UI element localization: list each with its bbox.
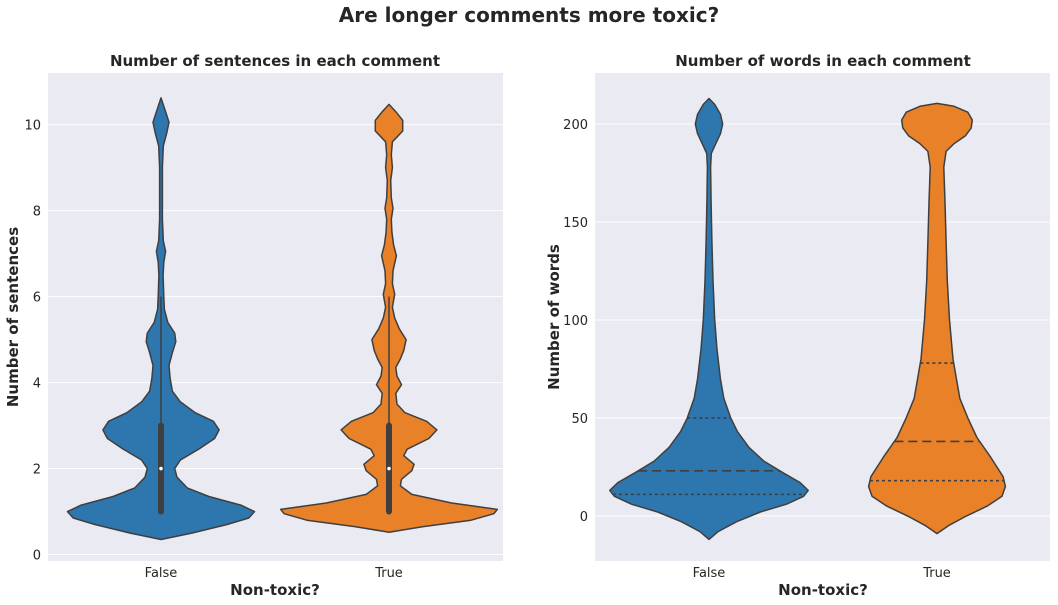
words-violin-true xyxy=(867,102,1007,535)
sentences-violins xyxy=(66,97,499,541)
sentences-y-tick-label: 8 xyxy=(33,205,41,220)
words-violin-false xyxy=(609,97,809,541)
words-x-ticks: False True xyxy=(693,566,951,581)
words-y-tick-label: 50 xyxy=(571,412,588,427)
sentences-y-tick-label: 2 xyxy=(33,463,41,478)
sentences-y-tick-label: 10 xyxy=(24,119,41,134)
words-y-axis-label: Number of words xyxy=(545,244,563,390)
words-y-ticks: 0 50 100 150 200 xyxy=(563,118,588,525)
words-violins xyxy=(609,97,1007,541)
sentences-y-tick-label: 6 xyxy=(33,291,41,306)
words-x-axis-label: Non-toxic? xyxy=(778,581,868,599)
sentences-x-tick-label: True xyxy=(374,566,403,581)
words-panel-title: Number of words in each comment xyxy=(675,52,971,70)
sentences-median-dot-false xyxy=(159,466,163,471)
sentences-plot-area xyxy=(48,73,503,561)
sentences-panel: Number of sentences in each comment 0 2 4 6… xyxy=(4,52,503,599)
words-x-tick-label: False xyxy=(693,566,726,581)
sentences-median-dot-true xyxy=(387,466,391,471)
sentences-y-axis-label: Number of sentences xyxy=(4,227,22,407)
words-x-tick-label: True xyxy=(922,566,951,581)
words-gridlines xyxy=(595,123,1050,517)
words-y-tick-label: 200 xyxy=(563,118,588,133)
sentences-gridlines xyxy=(48,124,503,556)
sentences-y-ticks: 0 2 4 6 8 10 xyxy=(24,119,41,564)
words-y-tick-label: 100 xyxy=(563,314,588,329)
sentences-x-tick-label: False xyxy=(145,566,178,581)
figure-title: Are longer comments more toxic? xyxy=(339,3,719,27)
words-y-tick-label: 150 xyxy=(563,216,588,231)
words-y-tick-label: 0 xyxy=(580,510,588,525)
sentences-x-ticks: False True xyxy=(145,566,403,581)
words-panel: Number of words in each comment 0 50 100 15… xyxy=(545,52,1050,599)
sentences-x-axis-label: Non-toxic? xyxy=(230,581,320,599)
sentences-y-tick-label: 0 xyxy=(33,549,41,564)
sentences-y-tick-label: 4 xyxy=(33,377,41,392)
sentences-panel-title: Number of sentences in each comment xyxy=(110,52,440,70)
